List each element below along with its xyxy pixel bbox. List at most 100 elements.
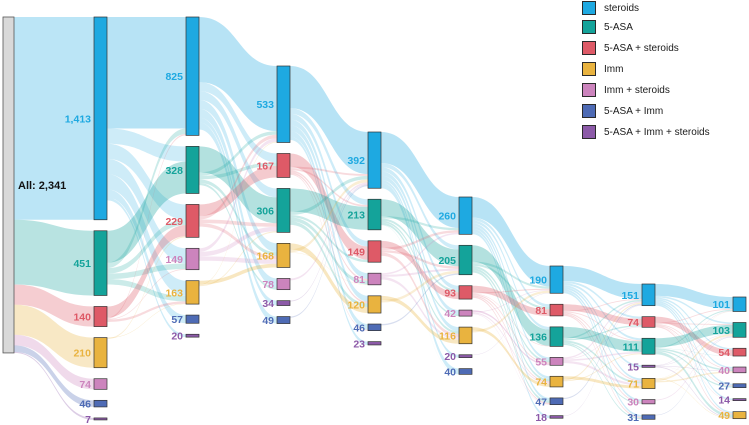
flow-link-4-asa_steroids-to-imm bbox=[472, 295, 550, 383]
node-0-asa_imm bbox=[93, 399, 108, 408]
node-label-4-asa_imm: 40 bbox=[444, 366, 456, 378]
flow-link-0-asa-to-imm_steroids bbox=[107, 263, 186, 280]
flow-link-3-steroids-to-asa_imm_steroids bbox=[381, 179, 459, 358]
flow-link-2-steroids-to-asa_imm bbox=[290, 131, 368, 330]
node-5-asa_imm_steroids bbox=[549, 415, 564, 419]
node-label-2-asa: 306 bbox=[256, 205, 274, 217]
flow-link-0-steroids-to-imm_steroids bbox=[107, 158, 186, 264]
node-label-6-asa_steroids: 74 bbox=[627, 317, 639, 329]
flow-link-2-asa_steroids-to-asa_steroids bbox=[290, 153, 368, 260]
flow-link-4-asa-to-asa_steroids bbox=[472, 263, 550, 310]
flow-link-4-steroids-to-steroids bbox=[472, 197, 550, 287]
flow-link-2-steroids-to-asa_imm_steroids bbox=[290, 136, 368, 345]
node-7-steroids bbox=[732, 296, 747, 312]
node-1-steroids bbox=[185, 16, 200, 136]
legend-item-steroids: steroids bbox=[582, 0, 639, 16]
treatment-nodes bbox=[2, 16, 747, 421]
flow-link-2-asa_steroids-to-imm_steroids bbox=[290, 170, 368, 281]
node-5-steroids bbox=[549, 265, 564, 294]
node-label-0-imm_steroids: 74 bbox=[79, 379, 91, 391]
node-label-7-imm_steroids: 40 bbox=[718, 365, 730, 377]
flow-link-1-steroids-to-asa_imm_steroids bbox=[199, 117, 277, 306]
flow-link-5-asa_steroids-to-imm_steroids bbox=[563, 313, 642, 403]
flow-link-3-steroids-to-asa bbox=[381, 162, 459, 250]
legend-swatch-5-asa-steroids bbox=[582, 41, 596, 55]
flow-link-5-asa_steroids-to-steroids bbox=[563, 298, 642, 312]
flow-link-6-asa-to-steroids bbox=[655, 309, 733, 349]
flow-link-4-imm-to-imm bbox=[472, 327, 550, 387]
legend-swatch-imm-steroids bbox=[582, 83, 596, 97]
legend-item-5-asa-steroids: 5-ASA + steroids bbox=[582, 40, 679, 56]
node-label-5-asa: 136 bbox=[529, 332, 547, 344]
legend-item-5-asa-imm-steroids: 5-ASA + Imm + steroids bbox=[582, 124, 710, 140]
flow-link-6-asa_steroids-to-asa_steroids bbox=[655, 316, 733, 356]
node-value-labels: All: 2,341 1,413 451 140 210 74 46 7 825 328 229 14… bbox=[18, 71, 730, 425]
node-label-4-asa_imm_steroids: 20 bbox=[444, 351, 456, 363]
flow-link-1-imm-to-steroids bbox=[199, 141, 277, 286]
flow-link-root-steroids bbox=[14, 17, 94, 220]
flow-link-6-asa_steroids-to-asa_imm bbox=[655, 324, 733, 387]
flow-link-1-steroids-to-asa_steroids bbox=[199, 82, 277, 163]
node-6-asa bbox=[641, 337, 656, 355]
node-label-0-asa_imm: 46 bbox=[79, 399, 91, 411]
flow-link-4-asa-to-imm_steroids bbox=[472, 265, 550, 363]
flow-link-2-imm-to-imm bbox=[290, 243, 368, 314]
flow-link-1-imm-to-imm bbox=[199, 263, 277, 285]
flow-link-3-imm_steroids-to-asa bbox=[381, 268, 459, 277]
flow-links bbox=[14, 17, 733, 420]
node-label-3-asa: 213 bbox=[347, 210, 365, 222]
flow-link-6-asa_imm_steroids-to-asa bbox=[655, 333, 733, 366]
flow-link-4-asa_steroids-to-asa_steroids bbox=[472, 285, 550, 316]
legend-label-imm-steroids: Imm + steroids bbox=[604, 84, 670, 96]
node-label-6-asa_imm_steroids: 15 bbox=[627, 361, 639, 373]
node-3-asa bbox=[367, 198, 382, 231]
node-3-imm_steroids bbox=[367, 272, 382, 286]
node-label-0-imm: 210 bbox=[73, 348, 91, 360]
node-3-imm bbox=[367, 295, 382, 314]
legend-swatch-5-asa-imm-steroids bbox=[582, 125, 596, 139]
node-label-2-asa_steroids: 167 bbox=[256, 160, 274, 172]
flow-link-0-steroids-to-asa_imm_steroids bbox=[107, 197, 186, 338]
node-2-asa bbox=[276, 188, 291, 233]
flow-link-1-imm_steroids-to-imm bbox=[199, 256, 277, 264]
node-6-steroids bbox=[641, 283, 656, 307]
flow-link-1-steroids-to-asa bbox=[199, 90, 277, 198]
flow-link-5-asa-to-imm bbox=[563, 340, 642, 384]
flow-link-1-asa-to-asa bbox=[199, 146, 277, 224]
node-label-4-asa: 205 bbox=[438, 255, 456, 267]
flow-link-3-asa_imm-to-asa bbox=[381, 273, 459, 326]
flow-link-3-asa_steroids-to-imm bbox=[381, 252, 459, 338]
node-label-2-asa_imm_steroids: 34 bbox=[262, 298, 274, 310]
node-0-asa bbox=[93, 230, 108, 296]
flow-link-5-asa_steroids-to-imm bbox=[563, 312, 642, 382]
flow-link-2-steroids-to-steroids bbox=[290, 66, 368, 175]
flow-link-5-asa_imm-to-steroids bbox=[563, 303, 642, 400]
flow-link-3-asa-to-steroids bbox=[381, 216, 459, 231]
flow-link-5-steroids-to-imm_steroids bbox=[563, 289, 642, 402]
flow-link-3-steroids-to-imm_steroids bbox=[381, 171, 459, 315]
root-node bbox=[2, 16, 15, 354]
flow-link-3-imm-to-imm bbox=[381, 295, 459, 344]
flow-link-3-steroids-to-imm bbox=[381, 175, 459, 332]
flow-link-3-asa_steroids-to-asa bbox=[381, 250, 459, 269]
flow-link-3-imm_steroids-to-steroids bbox=[381, 232, 459, 275]
node-0-asa_imm_steroids bbox=[93, 417, 108, 421]
flow-link-4-imm-to-steroids bbox=[472, 290, 550, 333]
flow-link-2-asa_imm_steroids-to-steroids bbox=[290, 184, 368, 302]
flow-link-0-steroids-to-imm bbox=[107, 174, 186, 296]
node-6-imm_steroids bbox=[641, 399, 656, 405]
flow-link-2-asa-to-imm_steroids bbox=[290, 217, 368, 285]
flow-link-5-asa-to-asa_imm bbox=[563, 343, 642, 420]
flow-link-5-steroids-to-asa bbox=[563, 283, 642, 341]
node-label-7-asa_steroids: 54 bbox=[718, 347, 730, 359]
node-5-imm_steroids bbox=[549, 357, 564, 366]
flow-link-0-asa_steroids-to-imm bbox=[107, 301, 186, 322]
flow-link-5-steroids-to-asa_steroids bbox=[563, 280, 642, 319]
node-label-5-imm: 74 bbox=[535, 377, 547, 389]
flow-link-4-steroids-to-asa_imm_steroids bbox=[472, 231, 550, 419]
flow-link-1-imm-to-asa bbox=[199, 231, 277, 287]
flow-link-6-asa_imm_steroids-to-asa_imm bbox=[655, 366, 733, 388]
flow-link-root-asa bbox=[14, 219, 94, 296]
flow-link-4-asa_steroids-to-steroids bbox=[472, 288, 550, 294]
